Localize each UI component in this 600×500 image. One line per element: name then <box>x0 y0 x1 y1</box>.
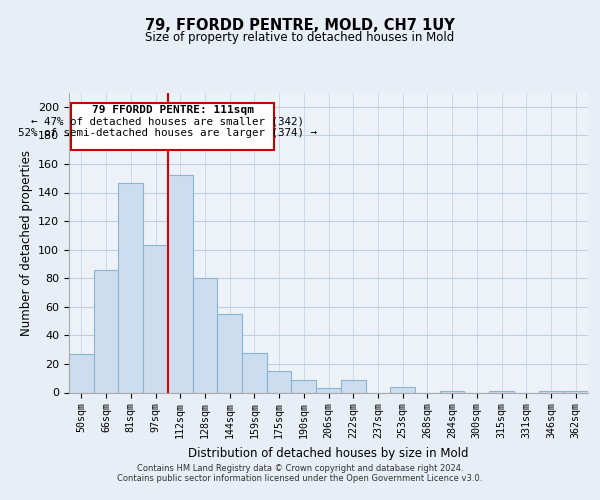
Bar <box>292 380 316 392</box>
Text: Size of property relative to detached houses in Mold: Size of property relative to detached ho… <box>145 31 455 44</box>
Y-axis label: Number of detached properties: Number of detached properties <box>20 150 32 336</box>
FancyBboxPatch shape <box>71 102 274 150</box>
Bar <box>267 371 292 392</box>
Bar <box>242 352 267 393</box>
Text: 79, FFORDD PENTRE, MOLD, CH7 1UY: 79, FFORDD PENTRE, MOLD, CH7 1UY <box>145 18 455 32</box>
Text: Contains public sector information licensed under the Open Government Licence v3: Contains public sector information licen… <box>118 474 482 483</box>
X-axis label: Distribution of detached houses by size in Mold: Distribution of detached houses by size … <box>188 446 469 460</box>
Bar <box>118 182 143 392</box>
Text: 79 FFORDD PENTRE: 111sqm: 79 FFORDD PENTRE: 111sqm <box>92 106 254 116</box>
Text: Contains HM Land Registry data © Crown copyright and database right 2024.: Contains HM Land Registry data © Crown c… <box>137 464 463 473</box>
Bar <box>94 270 118 392</box>
Text: ← 47% of detached houses are smaller (342): ← 47% of detached houses are smaller (34… <box>31 117 304 127</box>
Bar <box>316 388 341 392</box>
Bar <box>390 387 415 392</box>
Bar <box>143 246 168 392</box>
Bar <box>489 391 514 392</box>
Bar <box>69 354 94 393</box>
Text: 52% of semi-detached houses are larger (374) →: 52% of semi-detached houses are larger (… <box>19 128 317 138</box>
Bar <box>563 391 588 392</box>
Bar <box>440 391 464 392</box>
Bar <box>168 176 193 392</box>
Bar <box>193 278 217 392</box>
Bar <box>217 314 242 392</box>
Bar <box>539 391 563 392</box>
Bar <box>341 380 365 392</box>
